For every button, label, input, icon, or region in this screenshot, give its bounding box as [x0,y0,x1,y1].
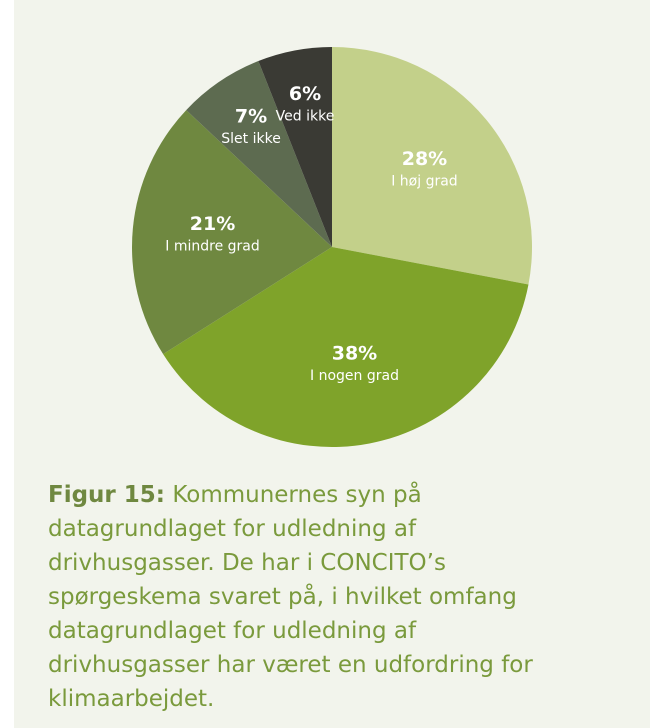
slice-category-label: I nogen grad [310,368,399,384]
slice-value-label: 21% [190,213,235,235]
slice-value-label: 6% [289,83,321,105]
slice-value-label: 7% [235,105,267,127]
slice-value-label: 28% [402,148,447,170]
pie-slice [332,47,533,285]
slice-value-label: 38% [332,342,377,364]
pie-slice [258,47,332,247]
pie-slice [163,247,529,447]
slice-category-label: I høj grad [391,174,457,190]
pie-slice [186,61,332,247]
pie-slice [131,110,332,355]
caption-label: Figur 15: [48,482,165,508]
slice-category-label: Slet ikke [221,131,281,147]
caption: Figur 15: Kommunernes syn på datagrundla… [48,478,548,716]
caption-text: Kommunernes syn på datagrundlaget for ud… [48,482,533,712]
slice-category-label: Ved ikke [276,109,335,125]
chart: 28% I høj grad 38% I nogen grad 21% I mindre … [131,47,533,447]
slice-category-label: I mindre grad [165,239,260,255]
